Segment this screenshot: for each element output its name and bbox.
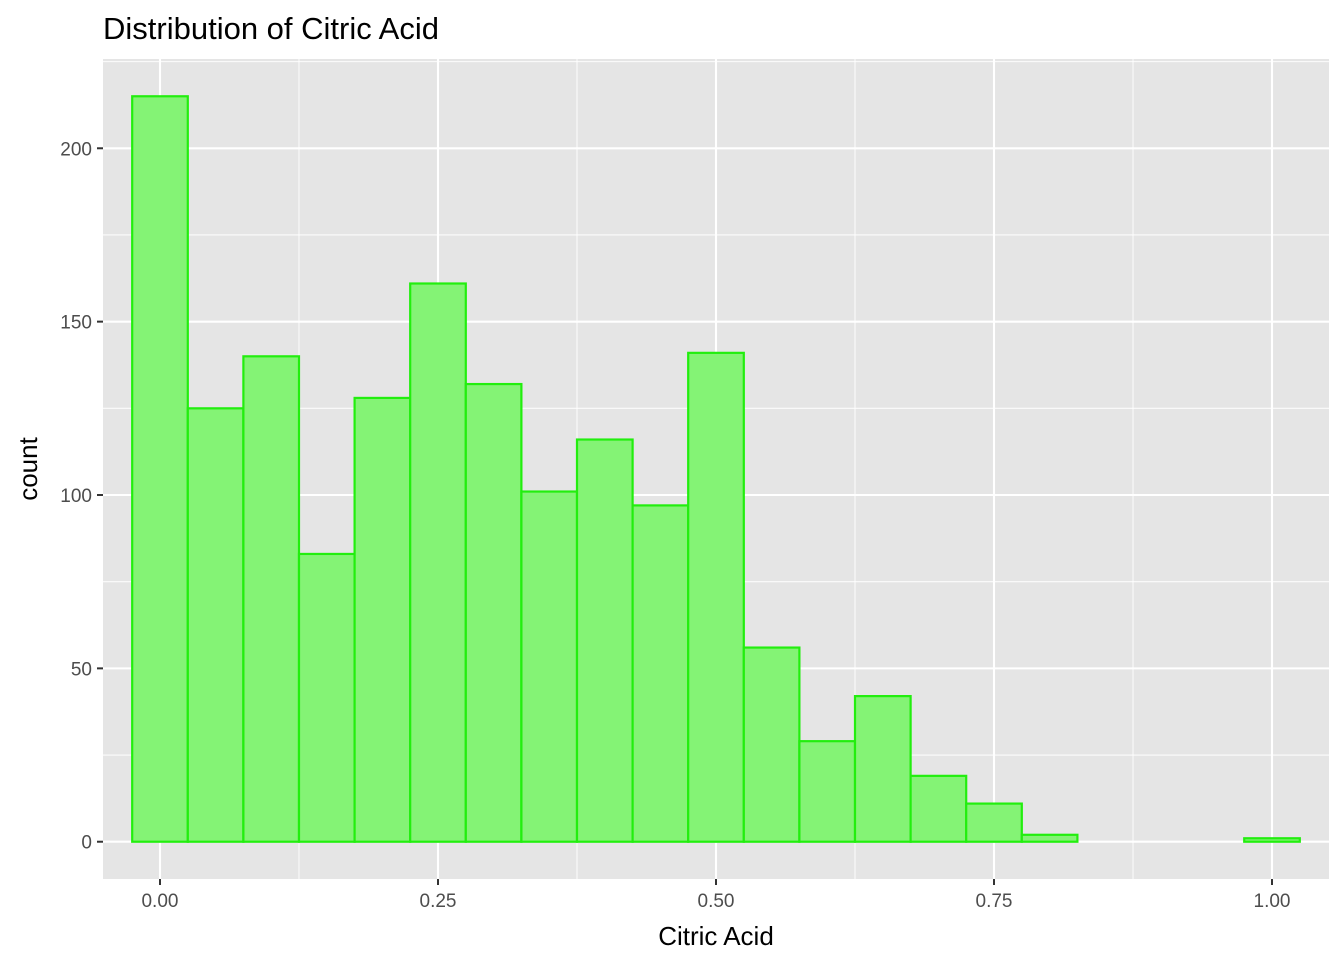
histogram-bar (1243, 837, 1301, 843)
x-tick-label: 0.25 (420, 891, 457, 912)
histogram-bar (242, 355, 301, 843)
histogram-bar (1020, 833, 1079, 843)
x-tick-label: 0.50 (698, 891, 735, 912)
y-tick-label: 200 (60, 139, 92, 160)
axis-ticks: 0.00 0.25 0.50 0.75 1.00 0 50 100 150 200 (60, 139, 1290, 912)
histogram-bar (520, 490, 579, 843)
histogram-bar (742, 646, 801, 843)
histogram-bars (131, 95, 1301, 843)
histogram-bar (798, 740, 857, 843)
histogram-bar (853, 695, 912, 843)
x-tick-label: 0.75 (976, 891, 1013, 912)
histogram-bar (409, 282, 467, 843)
x-axis-title: Citric Acid (658, 921, 774, 951)
histogram-bar (353, 396, 412, 843)
y-tick-label: 0 (81, 833, 92, 854)
y-axis-title: count (13, 436, 43, 500)
histogram-bar (687, 351, 745, 843)
y-tick-label: 100 (60, 486, 92, 507)
histogram-bar (965, 802, 1023, 843)
histogram-bar (131, 95, 189, 843)
x-tick-label: 1.00 (1254, 891, 1291, 912)
histogram-bar (186, 407, 245, 843)
histogram-bar (631, 504, 690, 843)
chart-title: Distribution of Citric Acid (103, 11, 439, 46)
histogram-bar (575, 438, 634, 843)
y-tick-label: 150 (60, 313, 92, 334)
y-tick-label: 50 (71, 659, 92, 680)
histogram-bar (909, 774, 968, 843)
histogram-bar (464, 382, 523, 843)
histogram-bar (297, 552, 356, 843)
x-tick-label: 0.00 (141, 891, 178, 912)
